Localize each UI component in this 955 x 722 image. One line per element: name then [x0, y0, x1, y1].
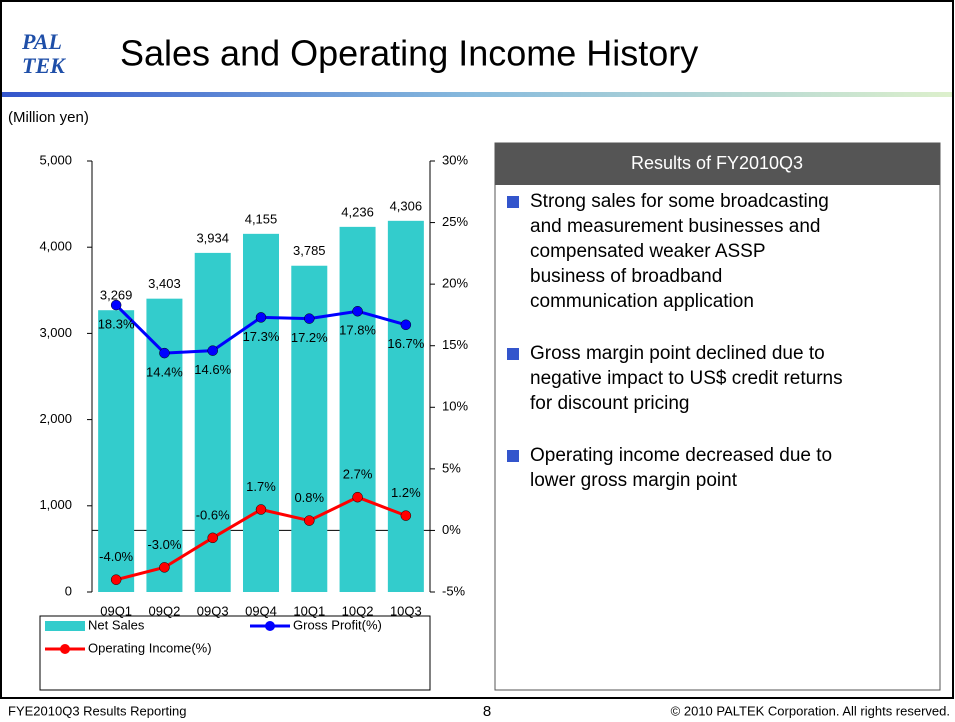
footer-right: © 2010 PALTEK Corporation. All rights re… [671, 703, 950, 718]
results-panel [494, 142, 941, 691]
line-value-label: -3.0% [147, 537, 181, 552]
y2-tick-label: 25% [442, 214, 468, 229]
slide-frame [0, 0, 954, 699]
line-value-label: 17.2% [291, 330, 328, 345]
slide-title: Sales and Operating Income History [120, 33, 698, 74]
line-value-label: 18.3% [98, 317, 135, 332]
y-tick-label: 1,000 [39, 497, 72, 512]
bullet-square [507, 196, 519, 208]
x-tick-label: 09Q2 [149, 603, 181, 618]
line-value-label: -0.6% [196, 507, 230, 522]
panel-title: Results of FY2010Q3 [631, 153, 803, 173]
bullet-text: negative impact to US$ credit returns [530, 368, 843, 389]
line-marker [207, 532, 218, 544]
legend-label: Gross Profit(%) [293, 617, 382, 632]
line-value-label: 16.7% [387, 336, 424, 351]
footer-left: FYE2010Q3 Results Reporting [8, 703, 186, 718]
y-tick-label: 0 [65, 583, 72, 598]
y2-tick-label: 15% [442, 337, 468, 352]
panel-header [495, 143, 940, 185]
line-value-label: 14.4% [146, 365, 183, 380]
line-marker [352, 491, 363, 503]
bullet-text: lower gross margin point [530, 470, 738, 491]
line-value-label: 1.7% [246, 479, 276, 494]
y2-tick-label: 5% [442, 460, 461, 475]
x-tick-label: 10Q3 [390, 603, 422, 618]
bar-value-label: 3,934 [196, 230, 229, 245]
legend-label: Operating Income(%) [88, 640, 212, 655]
y-tick-label: 2,000 [39, 411, 72, 426]
line-marker [304, 515, 315, 526]
x-tick-label: 09Q1 [100, 603, 132, 618]
bar-value-label: 4,306 [390, 198, 423, 213]
bar-value-label: 3,403 [148, 276, 181, 291]
legend-label: Net Sales [88, 617, 145, 632]
line-marker [352, 305, 363, 317]
bar-value-label: 4,155 [245, 211, 278, 226]
line-marker [255, 312, 267, 323]
line-marker [159, 347, 170, 359]
legend-swatch [45, 621, 85, 631]
bar [243, 233, 279, 593]
line-value-label: 1.2% [391, 485, 421, 500]
bar-value-label: 4,236 [341, 204, 374, 219]
bar [146, 298, 183, 592]
line-marker [400, 510, 412, 521]
y-axis-label: (Million yen) [8, 109, 89, 126]
line-marker [110, 574, 122, 585]
y2-tick-label: 30% [442, 152, 468, 167]
x-tick-label: 10Q1 [293, 603, 325, 618]
bullet-text: and measurement businesses and [530, 216, 820, 237]
bullet-text: communication application [530, 291, 754, 312]
legend-marker [60, 644, 70, 654]
y2-tick-label: 10% [442, 399, 468, 414]
line-marker [304, 313, 315, 324]
bullet-text: compensated weaker ASSP [530, 241, 766, 262]
bar-value-label: 3,785 [293, 243, 326, 258]
legend-marker [265, 621, 275, 631]
line-value-label: 17.3% [243, 329, 280, 344]
legend [39, 615, 431, 691]
logo-bottom: TEK [22, 53, 66, 78]
line-marker [400, 319, 412, 331]
x-tick-label: 09Q3 [197, 603, 229, 618]
bar [98, 310, 135, 592]
line-marker [159, 562, 170, 573]
bullet-text: for discount pricing [530, 393, 689, 414]
line-value-label: 17.8% [339, 323, 376, 338]
title-rule [2, 92, 952, 97]
bar-value-label: 3,269 [100, 288, 133, 303]
x-tick-label: 10Q2 [342, 603, 374, 618]
bullet-square [507, 348, 519, 360]
line-value-label: -4.0% [99, 549, 133, 564]
line-marker [255, 504, 267, 515]
page-number: 8 [483, 703, 491, 720]
bullet-text: business of broadband [530, 266, 722, 287]
y-tick-label: 4,000 [39, 239, 72, 254]
bullet-square [507, 450, 519, 462]
bar [387, 220, 424, 592]
bar [339, 226, 376, 592]
line-marker [207, 345, 218, 356]
y-tick-label: 3,000 [39, 325, 72, 340]
y-tick-label: 5,000 [39, 152, 72, 167]
y2-tick-label: 0% [442, 522, 461, 537]
bullet-text: Operating income decreased due to [530, 445, 832, 466]
line-value-label: 14.6% [194, 362, 231, 377]
bullet-text: Gross margin point declined due to [530, 343, 825, 364]
logo-top: PAL [21, 29, 62, 54]
bullet-text: Strong sales for some broadcasting [530, 191, 829, 212]
y2-tick-label: -5% [442, 583, 466, 598]
x-tick-label: 09Q4 [245, 603, 277, 618]
line-value-label: 0.8% [294, 490, 324, 505]
line-value-label: 2.7% [343, 467, 373, 482]
y2-tick-label: 20% [442, 276, 468, 291]
line-marker [110, 299, 122, 311]
